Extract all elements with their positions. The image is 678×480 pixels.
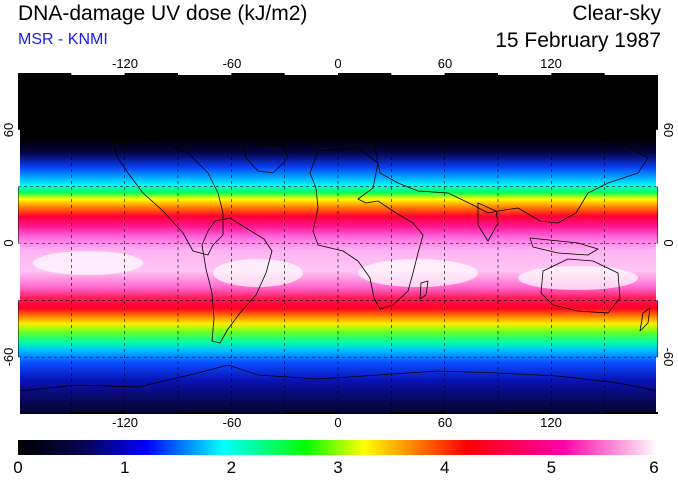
coastline-new-zealand: [639, 307, 651, 332]
coastline-madagascar: [419, 280, 429, 300]
colorbar-label: 0: [13, 458, 23, 477]
coastline-europe-africa: [309, 147, 424, 310]
lat-tick-right: 0: [661, 239, 676, 247]
map-title: DNA-damage UV dose (kJ/m2): [18, 2, 308, 25]
coastline-india: [477, 202, 499, 242]
peak-dose-patches: [33, 251, 638, 290]
lon-tick-bottom: -60: [222, 415, 242, 430]
lon-tick-bottom: 0: [334, 415, 342, 430]
uv-dose-map: [18, 73, 658, 414]
lon-tick-bottom: 120: [540, 415, 562, 430]
lat-tick-right: 60: [661, 122, 676, 138]
colorbar: [18, 440, 658, 455]
coastline-asia: [372, 132, 649, 224]
lon-tick-top: 0: [334, 56, 342, 71]
colorbar-label: 3: [333, 458, 343, 477]
lat-tick-left: 0: [1, 239, 16, 247]
map-date: 15 February 1987: [495, 29, 661, 52]
colorbar-label: 6: [649, 458, 659, 477]
lon-tick-top: 120: [540, 56, 562, 71]
sky-condition: Clear-sky: [572, 2, 661, 25]
colorbar-label: 1: [119, 458, 130, 477]
lon-tick-top: -60: [222, 56, 242, 71]
colorbar-label: 2: [226, 458, 237, 477]
lat-tick-left: -60: [1, 347, 16, 367]
coastlines: [18, 132, 658, 392]
lon-tick-bottom: 60: [437, 415, 453, 430]
colorbar-label: 4: [439, 458, 450, 477]
colorbar-label: 5: [546, 458, 557, 477]
coastline-north-america: [112, 140, 224, 256]
map-subtitle: MSR - KNMI: [18, 31, 108, 48]
graticule: [18, 73, 658, 414]
lon-tick-top: -120: [111, 56, 139, 71]
lon-tick-top: 60: [437, 56, 453, 71]
lon-tick-bottom: -120: [111, 415, 139, 430]
colorbar-gradient: [18, 440, 658, 455]
coastline-antarctica: [18, 364, 658, 392]
map-frame: [18, 73, 658, 414]
coastline-south-america: [201, 217, 273, 344]
lat-tick-right: -60: [661, 347, 676, 367]
coastline-indonesia: [529, 237, 599, 256]
lat-tick-left: 60: [1, 122, 16, 138]
coastline-greenland: [242, 142, 289, 174]
coastline-australia: [540, 258, 621, 314]
